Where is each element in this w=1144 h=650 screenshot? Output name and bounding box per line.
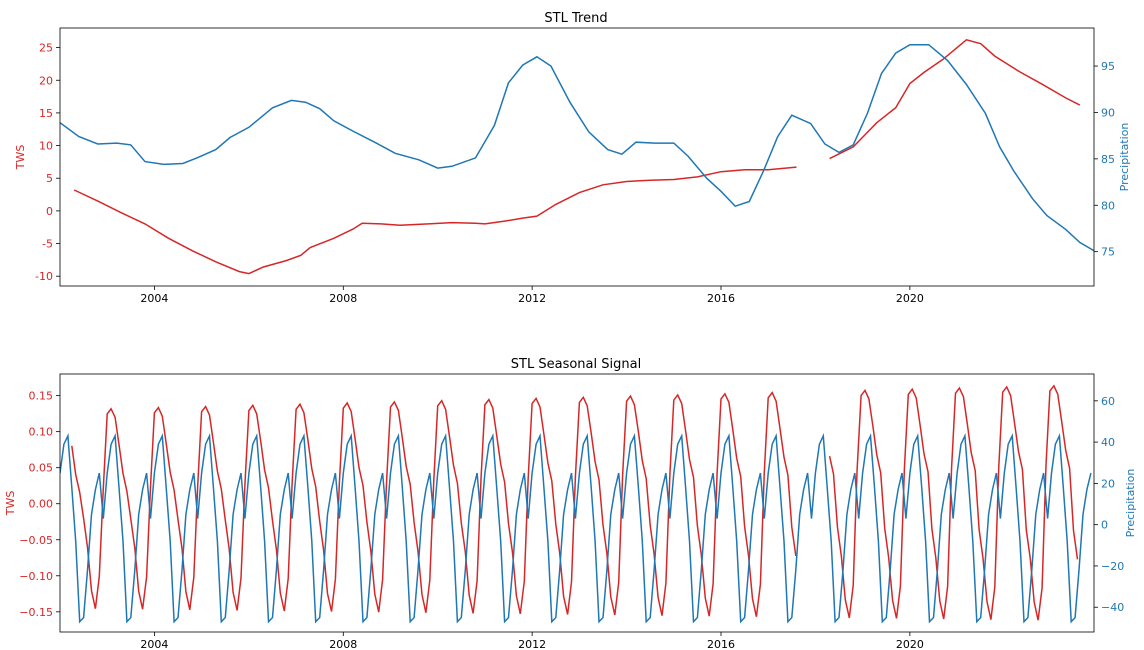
- left-tick-label: 20: [39, 74, 53, 87]
- left-tick-label: 0: [46, 205, 53, 218]
- plot-area: 2004 2008 2012 2016 2020 −0.15 −0.10 −0.05 0.00 0…: [19, 373, 1124, 650]
- stl-trend-chart: STL Trend TWS Precipitation 2004 2008 2012…: [14, 11, 1131, 305]
- series-group: [60, 384, 1092, 624]
- stl-seasonal-chart: STL Seasonal Signal TWS Precipitation 20…: [4, 357, 1137, 650]
- series-line-precipitation-0: [60, 43, 1094, 252]
- right-tick-label: 85: [1101, 153, 1115, 166]
- left-axis-label: TWS: [14, 145, 27, 171]
- right-tick-label: 90: [1101, 106, 1115, 119]
- right-tick-label: 0: [1101, 519, 1108, 532]
- x-tick-label: 2016: [707, 638, 735, 650]
- left-axis-label: TWS: [4, 491, 17, 517]
- series-line-precipitation-0: [60, 433, 1092, 624]
- left-tick-label: 0.15: [29, 390, 54, 403]
- axes-frame: [59, 27, 1095, 287]
- x-tick-label: 2012: [518, 292, 546, 305]
- left-tick-label: 5: [46, 172, 53, 185]
- right-tick-label: 75: [1101, 246, 1115, 259]
- left-tick-label: −0.10: [19, 570, 53, 583]
- x-tick-label: 2016: [707, 292, 735, 305]
- x-tick-label: 2004: [140, 292, 168, 305]
- left-tick-label: −0.15: [19, 606, 53, 619]
- plot-area: 2004 2008 2012 2016 2020 -10 -5 0 5 10 15 20 25 75 80 8…: [35, 27, 1115, 305]
- left-tick-label: 10: [39, 140, 53, 153]
- x-tick-label: 2020: [896, 292, 924, 305]
- right-axis-label: Precipitation: [1118, 123, 1131, 192]
- x-tick-label: 2020: [896, 638, 924, 650]
- left-tick-label: −0.05: [19, 534, 53, 547]
- x-tick-label: 2004: [140, 638, 168, 650]
- x-tick-label: 2008: [329, 638, 357, 650]
- chart-title: STL Seasonal Signal: [511, 357, 641, 372]
- left-tick-label: 15: [39, 107, 53, 120]
- x-tick-label: 2012: [518, 638, 546, 650]
- right-tick-label: −40: [1101, 601, 1124, 614]
- right-tick-label: 40: [1101, 436, 1115, 449]
- left-tick-label: 0.05: [29, 462, 54, 475]
- series-line-tws-1: [829, 38, 1081, 160]
- series-line-tws-1: [828, 384, 1079, 621]
- right-tick-label: 60: [1101, 395, 1115, 408]
- right-tick-label: 95: [1101, 60, 1115, 73]
- axes-frame: [59, 373, 1095, 633]
- left-tick-label: 0.00: [29, 498, 54, 511]
- right-axis-label: Precipitation: [1124, 469, 1137, 538]
- right-tick-label: −20: [1101, 560, 1124, 573]
- left-tick-label: -10: [35, 270, 53, 283]
- x-tick-label: 2008: [329, 292, 357, 305]
- chart-title: STL Trend: [544, 11, 607, 26]
- left-tick-label: -5: [42, 238, 53, 251]
- series-line-tws-0: [73, 166, 797, 275]
- right-tick-label: 80: [1101, 199, 1115, 212]
- series-group: [60, 38, 1094, 275]
- left-tick-label: 0.10: [29, 426, 54, 439]
- series-line-tws-0: [71, 391, 797, 617]
- left-tick-label: 25: [39, 42, 53, 55]
- right-tick-label: 20: [1101, 477, 1115, 490]
